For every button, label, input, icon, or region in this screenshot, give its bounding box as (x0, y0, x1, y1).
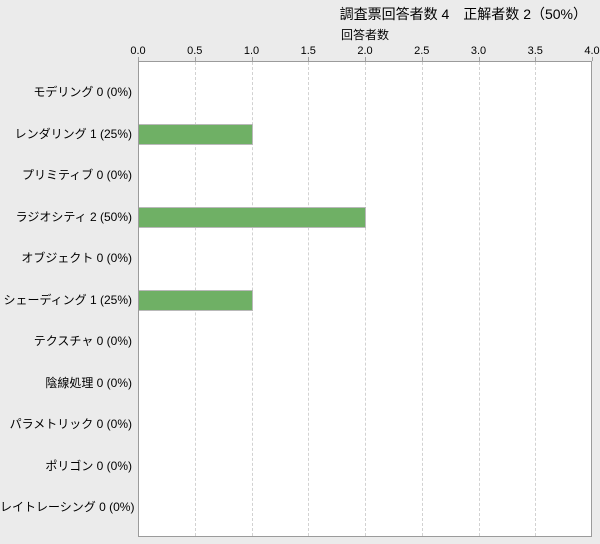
category-label: 陰線処理 0 (0%) (45, 376, 132, 390)
x-tick-mark (138, 57, 139, 61)
x-tick-mark (592, 57, 593, 61)
category-label: テクスチャ 0 (0%) (33, 334, 132, 348)
x-tick-mark (478, 57, 480, 61)
x-tick-label: 1.5 (300, 45, 316, 57)
gridline (421, 62, 423, 536)
category-label: ポリゴン 0 (0%) (45, 459, 132, 473)
gridline (535, 62, 537, 536)
x-tick-mark (308, 57, 310, 61)
category-label: モデリング 0 (0%) (33, 85, 132, 99)
category-label: ラジオシティ 2 (50%) (15, 210, 132, 224)
x-tick-mark (251, 57, 253, 61)
category-label: シェーディング 1 (25%) (3, 293, 132, 307)
bar-レンダリング (139, 124, 253, 145)
category-label: レンダリング 1 (25%) (14, 127, 132, 141)
x-tick-label: 2.5 (414, 45, 430, 57)
x-tick-label: 4.0 (584, 45, 600, 57)
x-tick-mark (194, 57, 196, 61)
gridline (478, 62, 480, 536)
x-tick-label: 3.0 (470, 45, 487, 57)
x-tick-label: 0.0 (130, 45, 146, 57)
bar-ラジオシティ (139, 207, 366, 228)
x-tick-label: 0.5 (187, 45, 203, 57)
gridline (365, 62, 366, 536)
chart-title: 調査票回答者数 4 正解者数 2（50%） (339, 6, 587, 22)
gridline (308, 62, 310, 536)
x-axis-label: 回答者数 (340, 28, 389, 42)
x-tick-mark (365, 57, 366, 61)
x-tick-label: 1.0 (243, 45, 260, 57)
category-label: レイトレーシング 0 (0%) (0, 500, 135, 514)
category-label: プリミティブ 0 (0%) (22, 168, 132, 182)
category-label: オブジェクト 0 (0%) (21, 251, 132, 265)
x-tick-mark (421, 57, 423, 61)
x-tick-label: 3.5 (527, 45, 543, 57)
category-label: パラメトリック 0 (0%) (9, 417, 132, 431)
x-tick-label: 2.0 (357, 45, 373, 57)
bar-シェーディング (139, 290, 253, 311)
plot-area (138, 61, 592, 537)
x-tick-mark (535, 57, 537, 61)
